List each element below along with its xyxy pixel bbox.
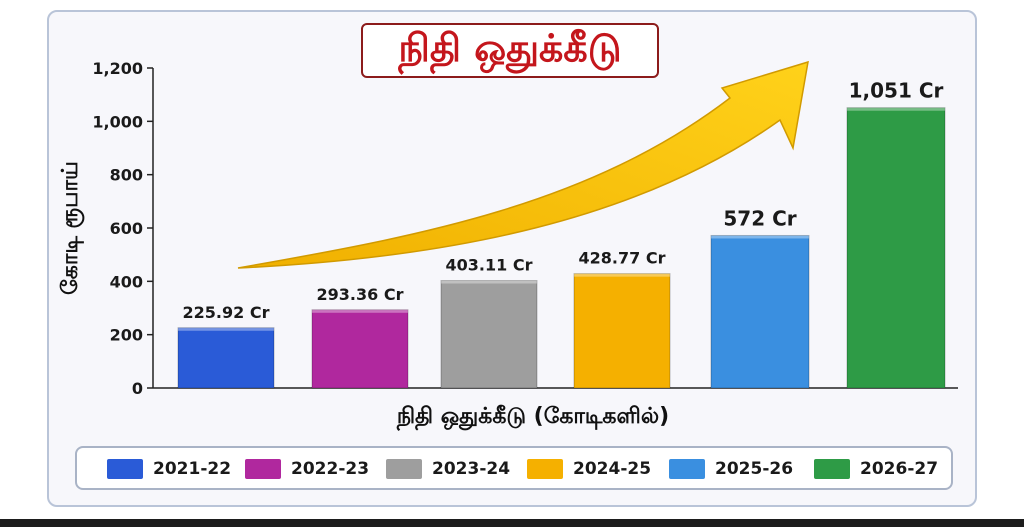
legend-swatch <box>107 459 143 479</box>
legend-item: 2025-26 <box>669 459 793 479</box>
data-label: 1,051 Cr <box>849 79 944 103</box>
legend-label: 2023-24 <box>432 459 511 479</box>
data-label: 403.11 Cr <box>446 256 533 275</box>
chart-title: நிதி ஒதுக்கீடு <box>398 25 622 70</box>
y-axis-title: கோடி ரூபாய் <box>58 161 85 295</box>
bar-2025-26 <box>710 234 810 389</box>
data-label: 225.92 Cr <box>183 303 270 322</box>
bottom-strip <box>0 519 1024 527</box>
y-tick-label: 1,200 <box>92 59 143 78</box>
bar-highlight <box>312 309 408 313</box>
legend-item: 2023-24 <box>386 459 510 479</box>
y-tick-label: 0 <box>132 379 143 398</box>
bar-highlight <box>847 107 945 111</box>
bar-2024-25 <box>573 273 671 389</box>
bar-highlight <box>178 327 274 331</box>
legend-swatch <box>814 459 850 479</box>
legend-item: 2021-22 <box>107 459 231 479</box>
bar-highlight <box>711 235 809 239</box>
legend-label: 2021-22 <box>153 459 232 479</box>
chart-title-box: நிதி ஒதுக்கீடு <box>361 23 659 78</box>
data-label: 293.36 Cr <box>317 285 404 304</box>
legend-label: 2026-27 <box>860 459 939 479</box>
legend-swatch <box>669 459 705 479</box>
legend-swatch <box>386 459 422 479</box>
legend-swatch <box>527 459 563 479</box>
data-label: 572 Cr <box>723 206 796 230</box>
trend-arrow <box>237 60 809 269</box>
legend-item: 2022-23 <box>245 459 369 479</box>
bar-highlight <box>574 273 670 277</box>
legend-swatch <box>245 459 281 479</box>
bar-highlight <box>441 280 537 284</box>
y-tick-label: 800 <box>110 166 143 185</box>
y-tick-label: 600 <box>110 219 143 238</box>
chart-card <box>47 10 977 507</box>
legend-item: 2024-25 <box>527 459 651 479</box>
legend-item: 2026-27 <box>814 459 938 479</box>
legend-label: 2024-25 <box>573 459 652 479</box>
y-tick-label: 200 <box>110 326 143 345</box>
bar-2026-27 <box>846 107 946 389</box>
y-tick-label: 400 <box>110 272 143 291</box>
bar-2022-23 <box>311 309 409 389</box>
x-axis-title: நிதி ஒதுக்கீடு (கோடிகளில்) <box>396 404 669 431</box>
legend-label: 2025-26 <box>715 459 794 479</box>
legend-label: 2022-23 <box>291 459 370 479</box>
bar-2023-24 <box>440 280 538 389</box>
bar-2021-22 <box>177 327 275 389</box>
y-tick-label: 1,000 <box>92 112 143 131</box>
data-label: 428.77 Cr <box>579 249 666 268</box>
legend: 2021-22 2022-23 2023-24 2024-25 2025-26 2026-… <box>75 446 953 490</box>
